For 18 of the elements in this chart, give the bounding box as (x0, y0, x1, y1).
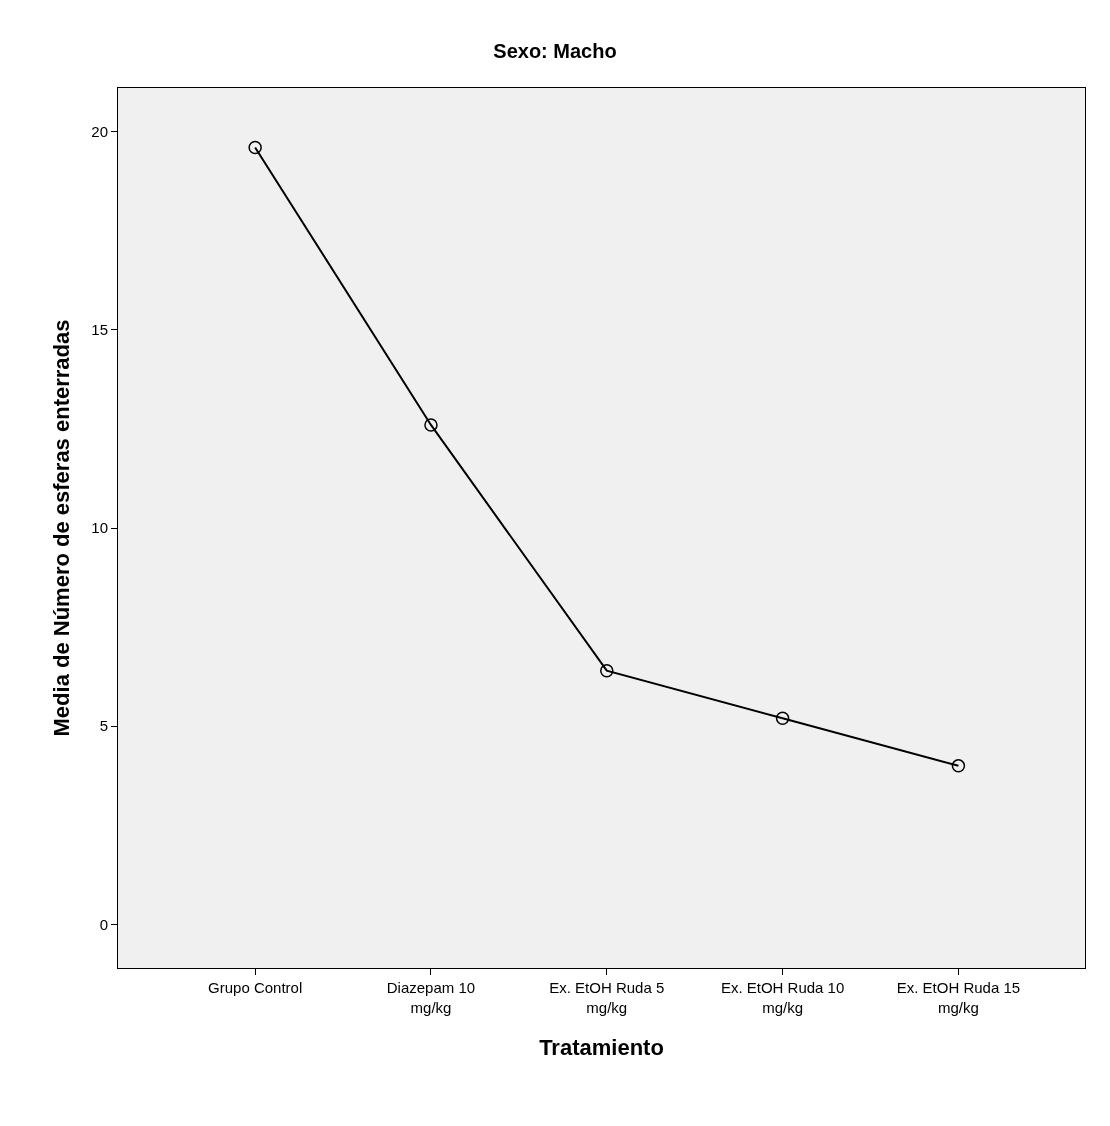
y-tick-label: 15 (91, 321, 108, 339)
x-tick-label: Ex. EtOH Ruda 10 mg/kg (720, 979, 845, 1016)
point (951, 759, 966, 773)
x-tick-label: Grupo Control (208, 979, 303, 996)
y-tick-label: 10 (91, 519, 108, 537)
y-tick-label: 20 (91, 122, 108, 140)
y-axis-title: Media de Número de esferas enterradas (49, 319, 75, 737)
point (775, 711, 790, 726)
point (600, 663, 614, 678)
point (424, 418, 438, 432)
point (248, 140, 262, 155)
y-tick-label: 0 (99, 915, 108, 933)
y-tick-label: 5 (99, 717, 108, 735)
x-tick-label: Ex. EtOH Ruda 15 mg/kg (896, 979, 1021, 1016)
x-axis-title: Tratamiento (539, 1035, 664, 1061)
x-tick-label: Diazepam 10 mg/kg (386, 979, 476, 1016)
chart-title: Sexo: Macho (493, 39, 617, 62)
x-tick-label: Ex. EtOH Ruda 5 mg/kg (549, 979, 665, 1016)
